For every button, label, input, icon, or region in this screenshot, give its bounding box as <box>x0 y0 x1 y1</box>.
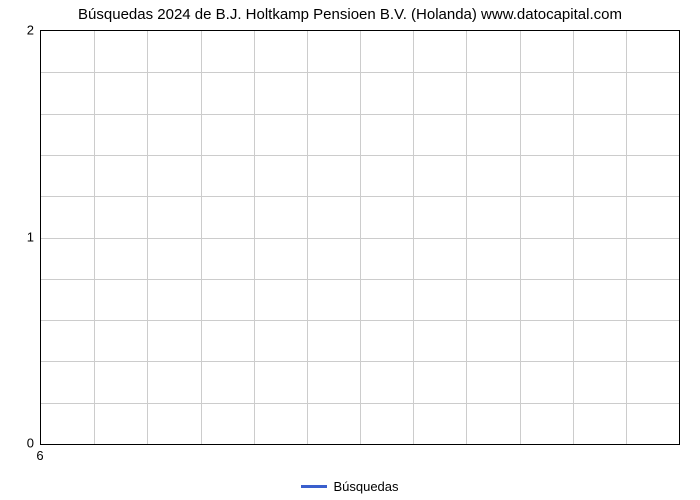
gridline-horizontal <box>41 361 679 362</box>
x-tick-label: 6 <box>36 448 43 463</box>
gridline-horizontal <box>41 320 679 321</box>
y-tick-label: 1 <box>4 229 34 244</box>
legend-label: Búsquedas <box>333 479 398 494</box>
chart-container: Búsquedas 2024 de B.J. Holtkamp Pensioen… <box>0 0 700 500</box>
gridline-horizontal <box>41 155 679 156</box>
gridline-horizontal <box>41 403 679 404</box>
gridline-horizontal <box>41 196 679 197</box>
gridline-horizontal <box>41 238 679 239</box>
gridline-horizontal <box>41 72 679 73</box>
legend: Búsquedas <box>0 478 700 494</box>
gridline-horizontal <box>41 279 679 280</box>
chart-title: Búsquedas 2024 de B.J. Holtkamp Pensioen… <box>0 6 700 23</box>
gridline-horizontal <box>41 114 679 115</box>
plot-area <box>40 30 680 445</box>
y-tick-label: 0 <box>4 436 34 451</box>
legend-swatch <box>301 485 327 488</box>
y-tick-label: 2 <box>4 23 34 38</box>
